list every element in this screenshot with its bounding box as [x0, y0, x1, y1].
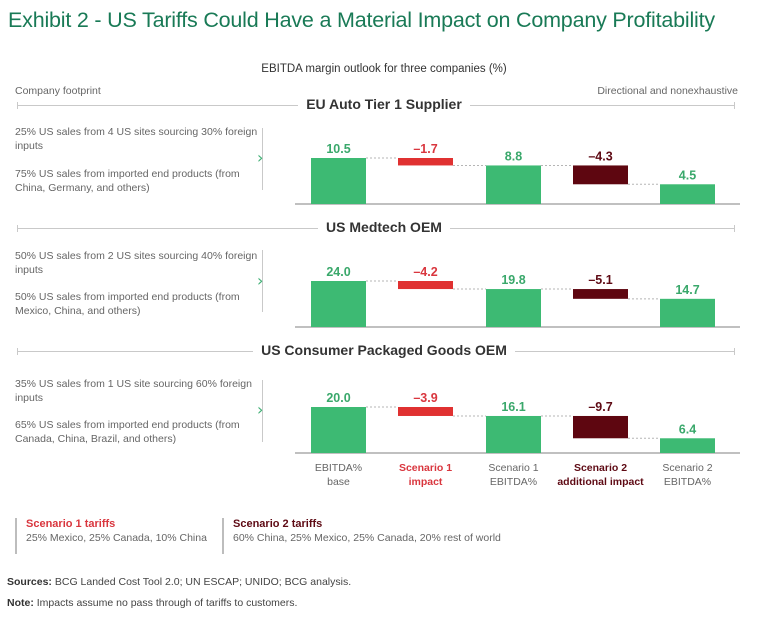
category-label: EBITDA% base	[314, 462, 363, 488]
data-label: 16.1	[501, 400, 525, 414]
category-label: Scenario 2 EBITDA%	[662, 462, 713, 488]
bar-impact	[573, 289, 628, 299]
bar-impact	[398, 281, 453, 290]
data-label: 4.5	[679, 168, 696, 182]
footprint-text: 35% US sales from 1 US site sourcing 60%…	[15, 378, 252, 404]
bar-ebitda	[311, 158, 366, 204]
chart-subtitle: EBITDA margin outlook for three companie…	[261, 63, 507, 75]
bar-impact	[398, 158, 453, 166]
legend-scenario-2: Scenario 2 tariffs 60% China, 25% Mexico…	[222, 518, 501, 554]
data-label: 14.7	[675, 283, 699, 297]
bar-ebitda	[311, 407, 366, 453]
data-label: –9.7	[588, 400, 612, 414]
data-label: –1.7	[413, 142, 437, 156]
data-label: –3.9	[413, 391, 437, 405]
exhibit-title: Exhibit 2 - US Tariffs Could Have a Mate…	[8, 8, 715, 32]
sources-line: Sources: BCG Landed Cost Tool 2.0; UN ES…	[7, 576, 351, 588]
bar-impact	[398, 407, 453, 416]
data-label: –5.1	[588, 273, 612, 287]
chevron-right-icon: ›	[257, 271, 264, 290]
legend-title: Scenario 2 tariffs	[233, 518, 323, 530]
legend-scenario-1: Scenario 1 tariffs 25% Mexico, 25% Canad…	[15, 518, 207, 554]
bar-ebitda	[486, 165, 541, 204]
footprint-text: 50% US sales from imported end products …	[15, 291, 240, 317]
data-label: –4.3	[588, 149, 612, 163]
bar-ebitda	[660, 298, 715, 327]
footprint-text: 50% US sales from 2 US sites sourcing 40…	[15, 250, 258, 276]
legend-text: 60% China, 25% Mexico, 25% Canada, 20% r…	[233, 532, 501, 544]
bar-ebitda	[486, 415, 541, 453]
chevron-right-icon: ›	[257, 148, 264, 167]
panel-title: US Medtech OEM	[0, 219, 768, 235]
data-label: 8.8	[505, 149, 522, 163]
panel-title: US Consumer Packaged Goods OEM	[0, 342, 768, 358]
data-label: 24.0	[326, 265, 350, 279]
sources-label: Sources:	[7, 576, 52, 588]
directional-note-header: Directional and nonexhaustive	[597, 85, 738, 97]
panel-title: EU Auto Tier 1 Supplier	[0, 96, 768, 112]
chevron-right-icon: ›	[257, 400, 264, 419]
footprint-text: 65% US sales from imported end products …	[15, 419, 240, 445]
company-footprint-header: Company footprint	[15, 85, 101, 97]
category-label: Scenario 1 EBITDA%	[488, 462, 539, 488]
category-label: Scenario 2 additional impact	[557, 462, 644, 488]
footprint-text: 25% US sales from 4 US sites sourcing 30…	[15, 126, 258, 152]
sources-text: BCG Landed Cost Tool 2.0; UN ESCAP; UNID…	[51, 576, 352, 588]
note-text: Impacts assume no pass through of tariff…	[33, 597, 298, 609]
legend-text: 25% Mexico, 25% Canada, 10% China	[26, 532, 207, 544]
bar-ebitda	[660, 438, 715, 453]
footprint-divider	[262, 380, 263, 442]
data-label: 20.0	[326, 391, 350, 405]
data-label: –4.2	[413, 265, 437, 279]
footprint-divider	[262, 250, 263, 312]
bar-impact	[573, 415, 628, 439]
data-label: 6.4	[679, 422, 696, 436]
bar-ebitda	[660, 184, 715, 204]
bar-ebitda	[486, 289, 541, 327]
category-label: Scenario 1 impact	[398, 462, 453, 488]
legend-title: Scenario 1 tariffs	[26, 518, 116, 530]
note-label: Note:	[7, 597, 34, 609]
bar-ebitda	[311, 281, 366, 327]
footprint-divider	[262, 128, 263, 190]
footprint-text: 75% US sales from imported end products …	[15, 168, 240, 194]
data-label: 10.5	[326, 142, 350, 156]
data-label: 19.8	[501, 273, 525, 287]
bar-impact	[573, 165, 628, 185]
note-line: Note: Impacts assume no pass through of …	[7, 597, 297, 609]
